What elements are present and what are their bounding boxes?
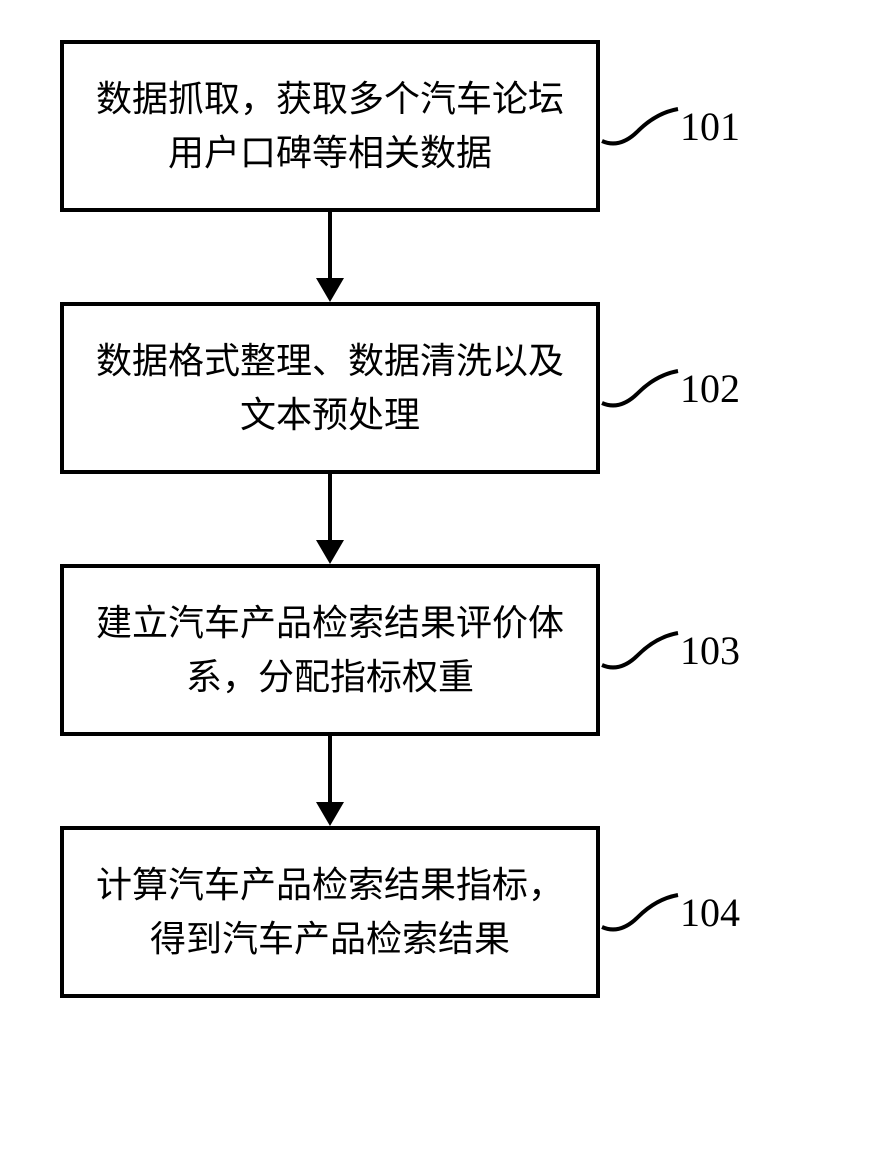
step-text-3: 建立汽车产品检索结果评价体系，分配指标权重 [96, 603, 564, 697]
arrow-1-2 [60, 212, 600, 302]
squiggle-connector-3 [600, 625, 690, 675]
step-box-4: 计算汽车产品检索结果指标，得到汽车产品检索结果 [60, 826, 600, 998]
arrow-head [316, 278, 344, 302]
step-box-3: 建立汽车产品检索结果评价体系，分配指标权重 [60, 564, 600, 736]
arrow-line [328, 212, 332, 282]
step-row-1: 数据抓取，获取多个汽车论坛用户口碑等相关数据 101 [60, 40, 840, 212]
arrow-3-4 [60, 736, 600, 826]
squiggle-connector-1 [600, 101, 690, 151]
step-box-1: 数据抓取，获取多个汽车论坛用户口碑等相关数据 [60, 40, 600, 212]
arrow-line [328, 736, 332, 806]
step-row-3: 建立汽车产品检索结果评价体系，分配指标权重 103 [60, 564, 840, 736]
squiggle-connector-4 [600, 887, 690, 937]
arrow-2-3 [60, 474, 600, 564]
step-box-2: 数据格式整理、数据清洗以及文本预处理 [60, 302, 600, 474]
step-text-1: 数据抓取，获取多个汽车论坛用户口碑等相关数据 [96, 79, 564, 173]
arrow-head [316, 540, 344, 564]
step-row-2: 数据格式整理、数据清洗以及文本预处理 102 [60, 302, 840, 474]
step-row-4: 计算汽车产品检索结果指标，得到汽车产品检索结果 104 [60, 826, 840, 998]
step-text-2: 数据格式整理、数据清洗以及文本预处理 [96, 341, 564, 435]
arrow-head [316, 802, 344, 826]
arrow-line [328, 474, 332, 544]
flowchart-container: 数据抓取，获取多个汽车论坛用户口碑等相关数据 101 数据格式整理、数据清洗以及… [60, 40, 840, 998]
squiggle-connector-2 [600, 363, 690, 413]
step-text-4: 计算汽车产品检索结果指标，得到汽车产品检索结果 [96, 865, 564, 959]
